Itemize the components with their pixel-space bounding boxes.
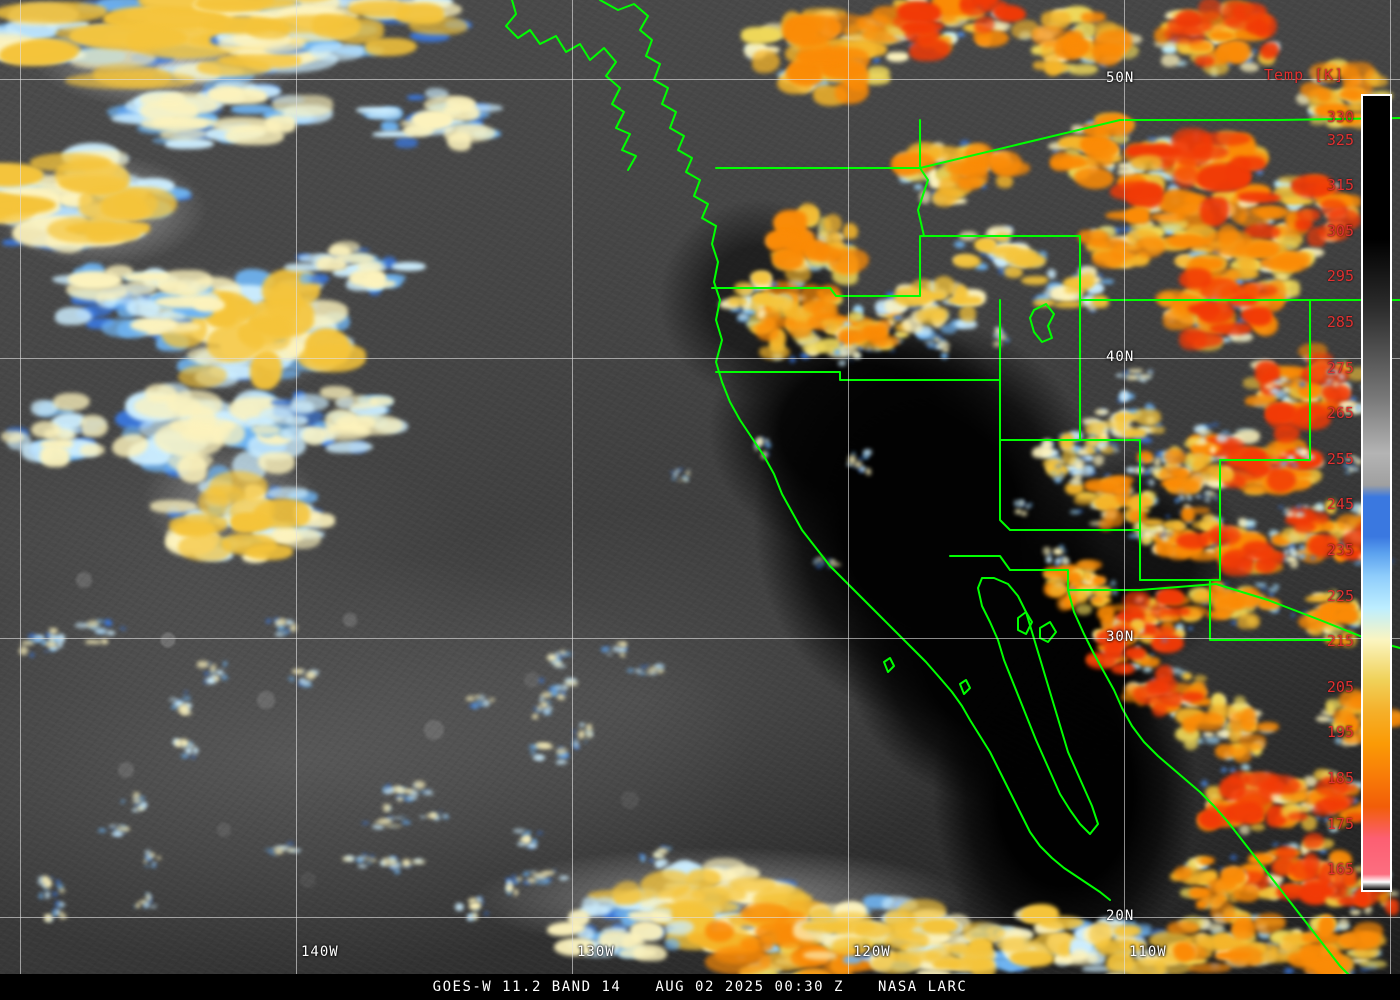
caption-agency: NASA LARC <box>877 979 968 995</box>
border-nm-tx <box>1139 579 1331 641</box>
gridline-horizontal-1 <box>0 358 1400 359</box>
colorbar-tick-265: 265 <box>1326 404 1354 423</box>
colorbar-tick-245: 245 <box>1326 495 1354 514</box>
longitude-label-130W: 130W <box>577 944 615 960</box>
border-us-canada <box>715 117 1400 169</box>
island-cedros <box>959 679 971 695</box>
gridline-vertical-0 <box>20 0 21 1000</box>
colorbar-tick-165: 165 <box>1326 860 1354 879</box>
colorbar-tick-330: 330 <box>1326 107 1354 126</box>
island-angel-de-la-guarda <box>1017 611 1033 635</box>
border-ut-co <box>1079 299 1311 581</box>
caption-source: GOES-W 11.2 BAND 14 <box>432 979 622 995</box>
colorbar-tick-195: 195 <box>1326 723 1354 742</box>
colorbar-tick-185: 185 <box>1326 769 1354 787</box>
colorbar-tick-305: 305 <box>1326 221 1354 240</box>
colorbar-tick-315: 315 <box>1326 176 1354 195</box>
caption-timestamp: AUG 02 2025 00:30 Z <box>655 979 844 995</box>
colorbar-tick-275: 275 <box>1326 358 1354 377</box>
colorbar-tick-225: 225 <box>1326 586 1354 605</box>
gridline-vertical-1 <box>296 0 297 1000</box>
island-tiburon <box>1039 621 1057 643</box>
longitude-label-120W: 120W <box>853 944 891 960</box>
gridline-vertical-2 <box>572 0 573 1000</box>
colorbar-tick-255: 255 <box>1326 449 1354 468</box>
latitude-label-50N: 50N <box>1106 70 1135 86</box>
colorbar-tick-205: 205 <box>1326 677 1354 696</box>
colorbar-gradient <box>1363 96 1390 890</box>
longitude-label-140W: 140W <box>301 944 339 960</box>
colorbar-tick-285: 285 <box>1326 313 1354 331</box>
border-us-mexico <box>949 555 1400 649</box>
caption-bar: GOES-W 11.2 BAND 14 AUG 02 2025 00:30 Z … <box>0 974 1400 1000</box>
gridline-horizontal-0 <box>0 79 1400 80</box>
colorbar-tick-215: 215 <box>1326 632 1354 651</box>
coastline-gulf-of-california <box>1067 589 1257 859</box>
colorbar-tick-175: 175 <box>1326 814 1354 833</box>
great-salt-lake <box>1029 303 1055 343</box>
coastline-washington-oregon <box>711 225 941 679</box>
coastline-mexico-west <box>1255 857 1355 981</box>
colorbar-tick-325: 325 <box>1326 130 1354 149</box>
border-nv-ut-az <box>999 299 1081 441</box>
border-wa-or <box>711 235 1400 301</box>
colorbar-tick-295: 295 <box>1326 267 1354 286</box>
latitude-label-20N: 20N <box>1106 908 1135 924</box>
colorbar-tick-235: 235 <box>1326 541 1354 559</box>
coastline-california <box>939 677 1111 901</box>
coastline-baja-california <box>977 577 1099 835</box>
gridline-horizontal-3 <box>0 917 1400 918</box>
border-or-ca <box>715 299 1001 381</box>
gridline-vertical-3 <box>848 0 849 1000</box>
latitude-label-30N: 30N <box>1106 629 1135 645</box>
latitude-label-40N: 40N <box>1106 349 1135 365</box>
island-guadalupe <box>883 657 895 673</box>
gridline-vertical-4 <box>1124 0 1125 1000</box>
border-az-nm <box>999 439 1141 531</box>
longitude-label-110W: 110W <box>1129 944 1167 960</box>
coastline-british-columbia <box>505 0 637 171</box>
temperature-colorbar <box>1361 94 1392 892</box>
colorbar-title: Temp [K] <box>1264 66 1345 84</box>
border-id-mt <box>917 167 929 237</box>
coastline-vancouver-island <box>599 0 717 227</box>
gridline-horizontal-2 <box>0 638 1400 639</box>
